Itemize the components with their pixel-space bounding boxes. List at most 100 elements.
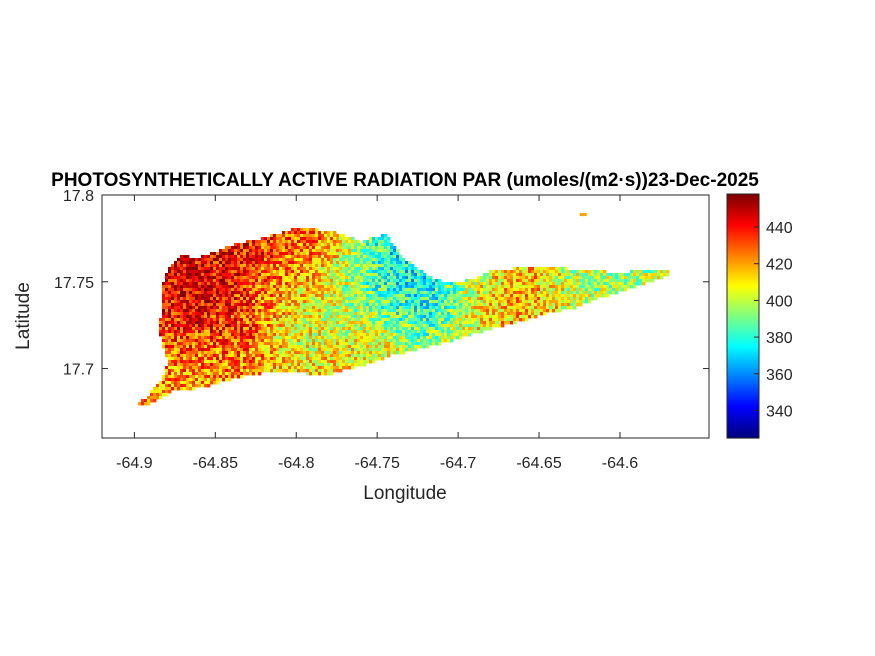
heat-cell: [318, 330, 322, 334]
heat-cell: [513, 312, 517, 316]
heat-cell: [186, 309, 190, 313]
heat-cell: [204, 351, 208, 355]
heat-cell: [303, 288, 307, 292]
heat-cell: [168, 390, 172, 394]
heat-cell: [300, 312, 304, 316]
heat-cell: [258, 339, 262, 343]
heat-cell: [324, 279, 328, 283]
heat-cell: [420, 342, 424, 346]
heat-cell: [213, 297, 217, 301]
heat-cell: [189, 279, 193, 283]
heat-cell: [162, 291, 166, 295]
heat-cell: [375, 261, 379, 265]
heat-cell: [306, 264, 310, 268]
heat-cell: [267, 324, 271, 328]
heat-cell: [378, 336, 382, 340]
heat-cell: [168, 324, 172, 328]
heat-cell: [249, 342, 253, 346]
heat-cell: [444, 282, 448, 286]
heat-cell: [432, 279, 436, 283]
heat-cell: [270, 237, 274, 241]
heat-cell: [489, 318, 493, 322]
heat-cell: [483, 291, 487, 295]
heat-cell: [318, 270, 322, 274]
heat-cell: [261, 285, 265, 289]
heat-cell: [165, 324, 169, 328]
heat-cell: [348, 279, 352, 283]
heat-cell: [378, 330, 382, 334]
heat-cell: [219, 294, 223, 298]
heat-cell: [531, 309, 535, 313]
heat-cell: [177, 357, 181, 361]
heat-cell: [381, 237, 385, 241]
heat-cell: [492, 276, 496, 280]
heat-cell: [246, 252, 250, 256]
heat-cell: [270, 255, 274, 259]
heat-cell: [324, 243, 328, 247]
heat-cell: [366, 321, 370, 325]
heat-cell: [573, 294, 577, 298]
heat-cell: [273, 288, 277, 292]
heat-cell: [264, 333, 268, 337]
heat-cell: [312, 318, 316, 322]
heat-cell: [180, 387, 184, 391]
heat-cell: [552, 294, 556, 298]
heat-cell: [270, 327, 274, 331]
heat-cell: [210, 321, 214, 325]
heat-cell: [324, 366, 328, 370]
heat-cell: [264, 291, 268, 295]
heat-cell: [330, 282, 334, 286]
heat-cell: [402, 273, 406, 277]
heat-cell: [402, 291, 406, 295]
heat-cell: [330, 291, 334, 295]
heat-cell: [255, 330, 259, 334]
heat-cell: [207, 315, 211, 319]
heat-cell: [615, 291, 619, 295]
heat-cell: [624, 273, 628, 277]
heat-cell: [393, 330, 397, 334]
heat-cell: [609, 276, 613, 280]
heat-cell: [168, 387, 172, 391]
heat-cell: [222, 303, 226, 307]
heat-cell: [219, 306, 223, 310]
heat-cell: [504, 312, 508, 316]
heat-cell: [417, 285, 421, 289]
heat-cell: [312, 339, 316, 343]
heat-cell: [348, 294, 352, 298]
heat-cell: [546, 300, 550, 304]
x-tick-label: -64.85: [193, 455, 238, 472]
heat-cell: [333, 348, 337, 352]
heat-cell: [186, 300, 190, 304]
heat-cell: [303, 327, 307, 331]
heat-cell: [513, 273, 517, 277]
heat-cell: [654, 273, 658, 277]
heat-cell: [267, 267, 271, 271]
heat-cell: [207, 270, 211, 274]
heat-cell: [243, 318, 247, 322]
heat-cell: [372, 297, 376, 301]
heat-cell: [360, 264, 364, 268]
heat-cell: [201, 342, 205, 346]
heat-cell: [273, 255, 277, 259]
heat-cell: [345, 258, 349, 262]
heat-cell: [318, 327, 322, 331]
heat-cell: [312, 258, 316, 262]
heat-cell: [357, 345, 361, 349]
heat-cell: [348, 249, 352, 253]
heat-cell: [654, 276, 658, 280]
heat-cell: [297, 306, 301, 310]
heat-cell: [429, 294, 433, 298]
heat-cell: [267, 243, 271, 247]
heat-cell: [252, 369, 256, 373]
heat-cell: [204, 297, 208, 301]
heat-cell: [564, 297, 568, 301]
heat-cell: [276, 300, 280, 304]
heat-cell: [249, 300, 253, 304]
heat-cell: [249, 285, 253, 289]
heat-cell: [609, 288, 613, 292]
colorbar-band: [727, 238, 759, 241]
heat-cell: [537, 294, 541, 298]
heat-cell: [291, 255, 295, 259]
heat-cell: [369, 303, 373, 307]
heat-cell: [498, 288, 502, 292]
